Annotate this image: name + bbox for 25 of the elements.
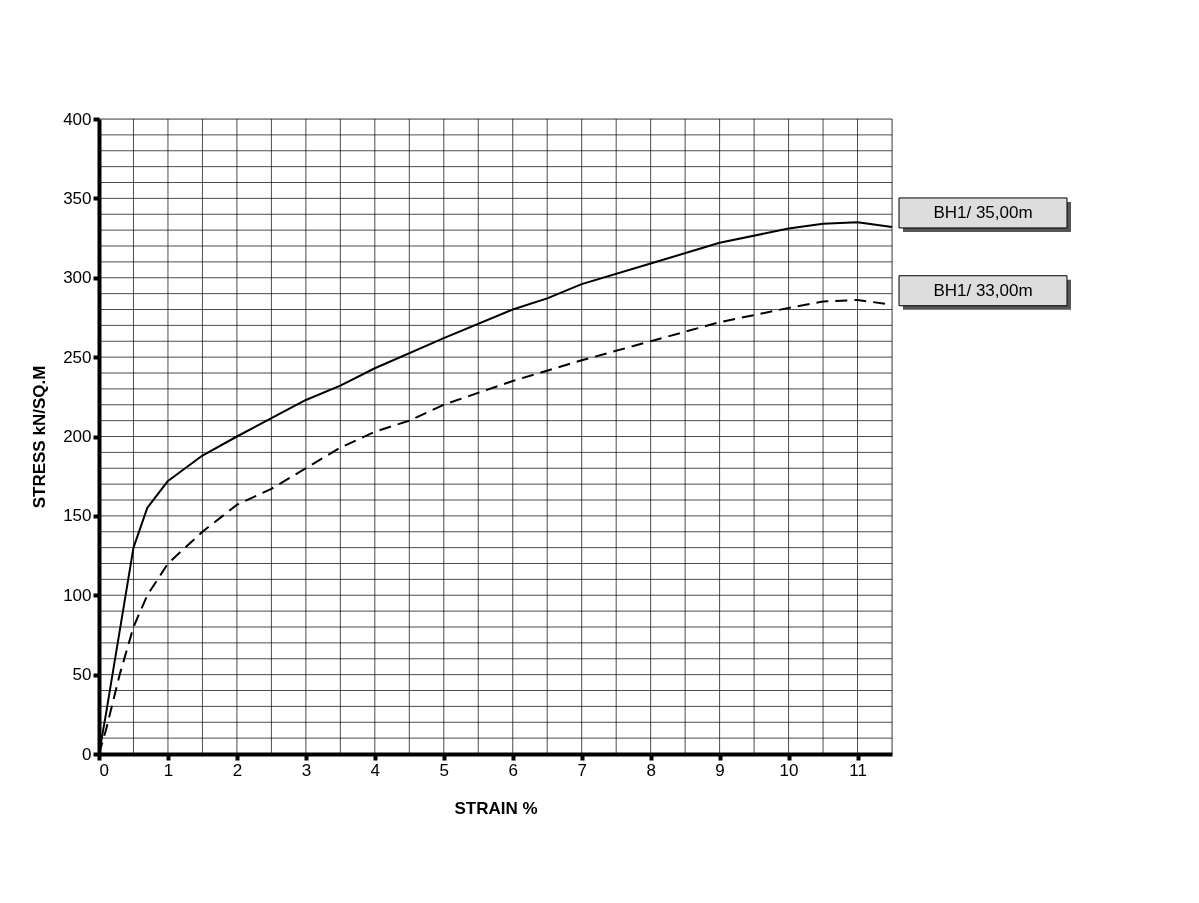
x-tick-label: 11 [849,760,867,780]
x-axis-title: STRAIN % [454,798,538,818]
x-tick-label: 2 [232,760,243,780]
x-tick-label: 6 [508,760,518,780]
y-tick-label: 50 [72,665,92,685]
x-tick-label: 4 [370,760,381,780]
y-tick-label: 0 [82,744,92,764]
x-tick-label: 10 [779,760,799,780]
x-tick-label: 8 [646,760,656,780]
text: BH1/ 35,00m [933,202,1033,222]
x-tick-label: 1 [163,760,174,780]
y-tick-label: 300 [63,268,92,288]
y-tick-label: 400 [63,109,92,129]
x-tick-label: 5 [439,760,450,780]
y-tick-label: 250 [63,347,92,367]
x-tick-label: 3 [301,760,312,780]
y-tick-label: 350 [63,188,92,208]
y-tick-label: 100 [63,585,92,605]
text: BH1/ 33,00m [933,280,1033,300]
x-tick-label: 7 [577,760,587,780]
y-tick-label: 200 [63,427,92,446]
y-tick-label: 150 [63,506,92,526]
x-tick-label: 0 [99,760,109,780]
x-tick-label: 9 [715,760,725,780]
y-axis-title: STRESS kN/SQ.M [30,365,50,509]
